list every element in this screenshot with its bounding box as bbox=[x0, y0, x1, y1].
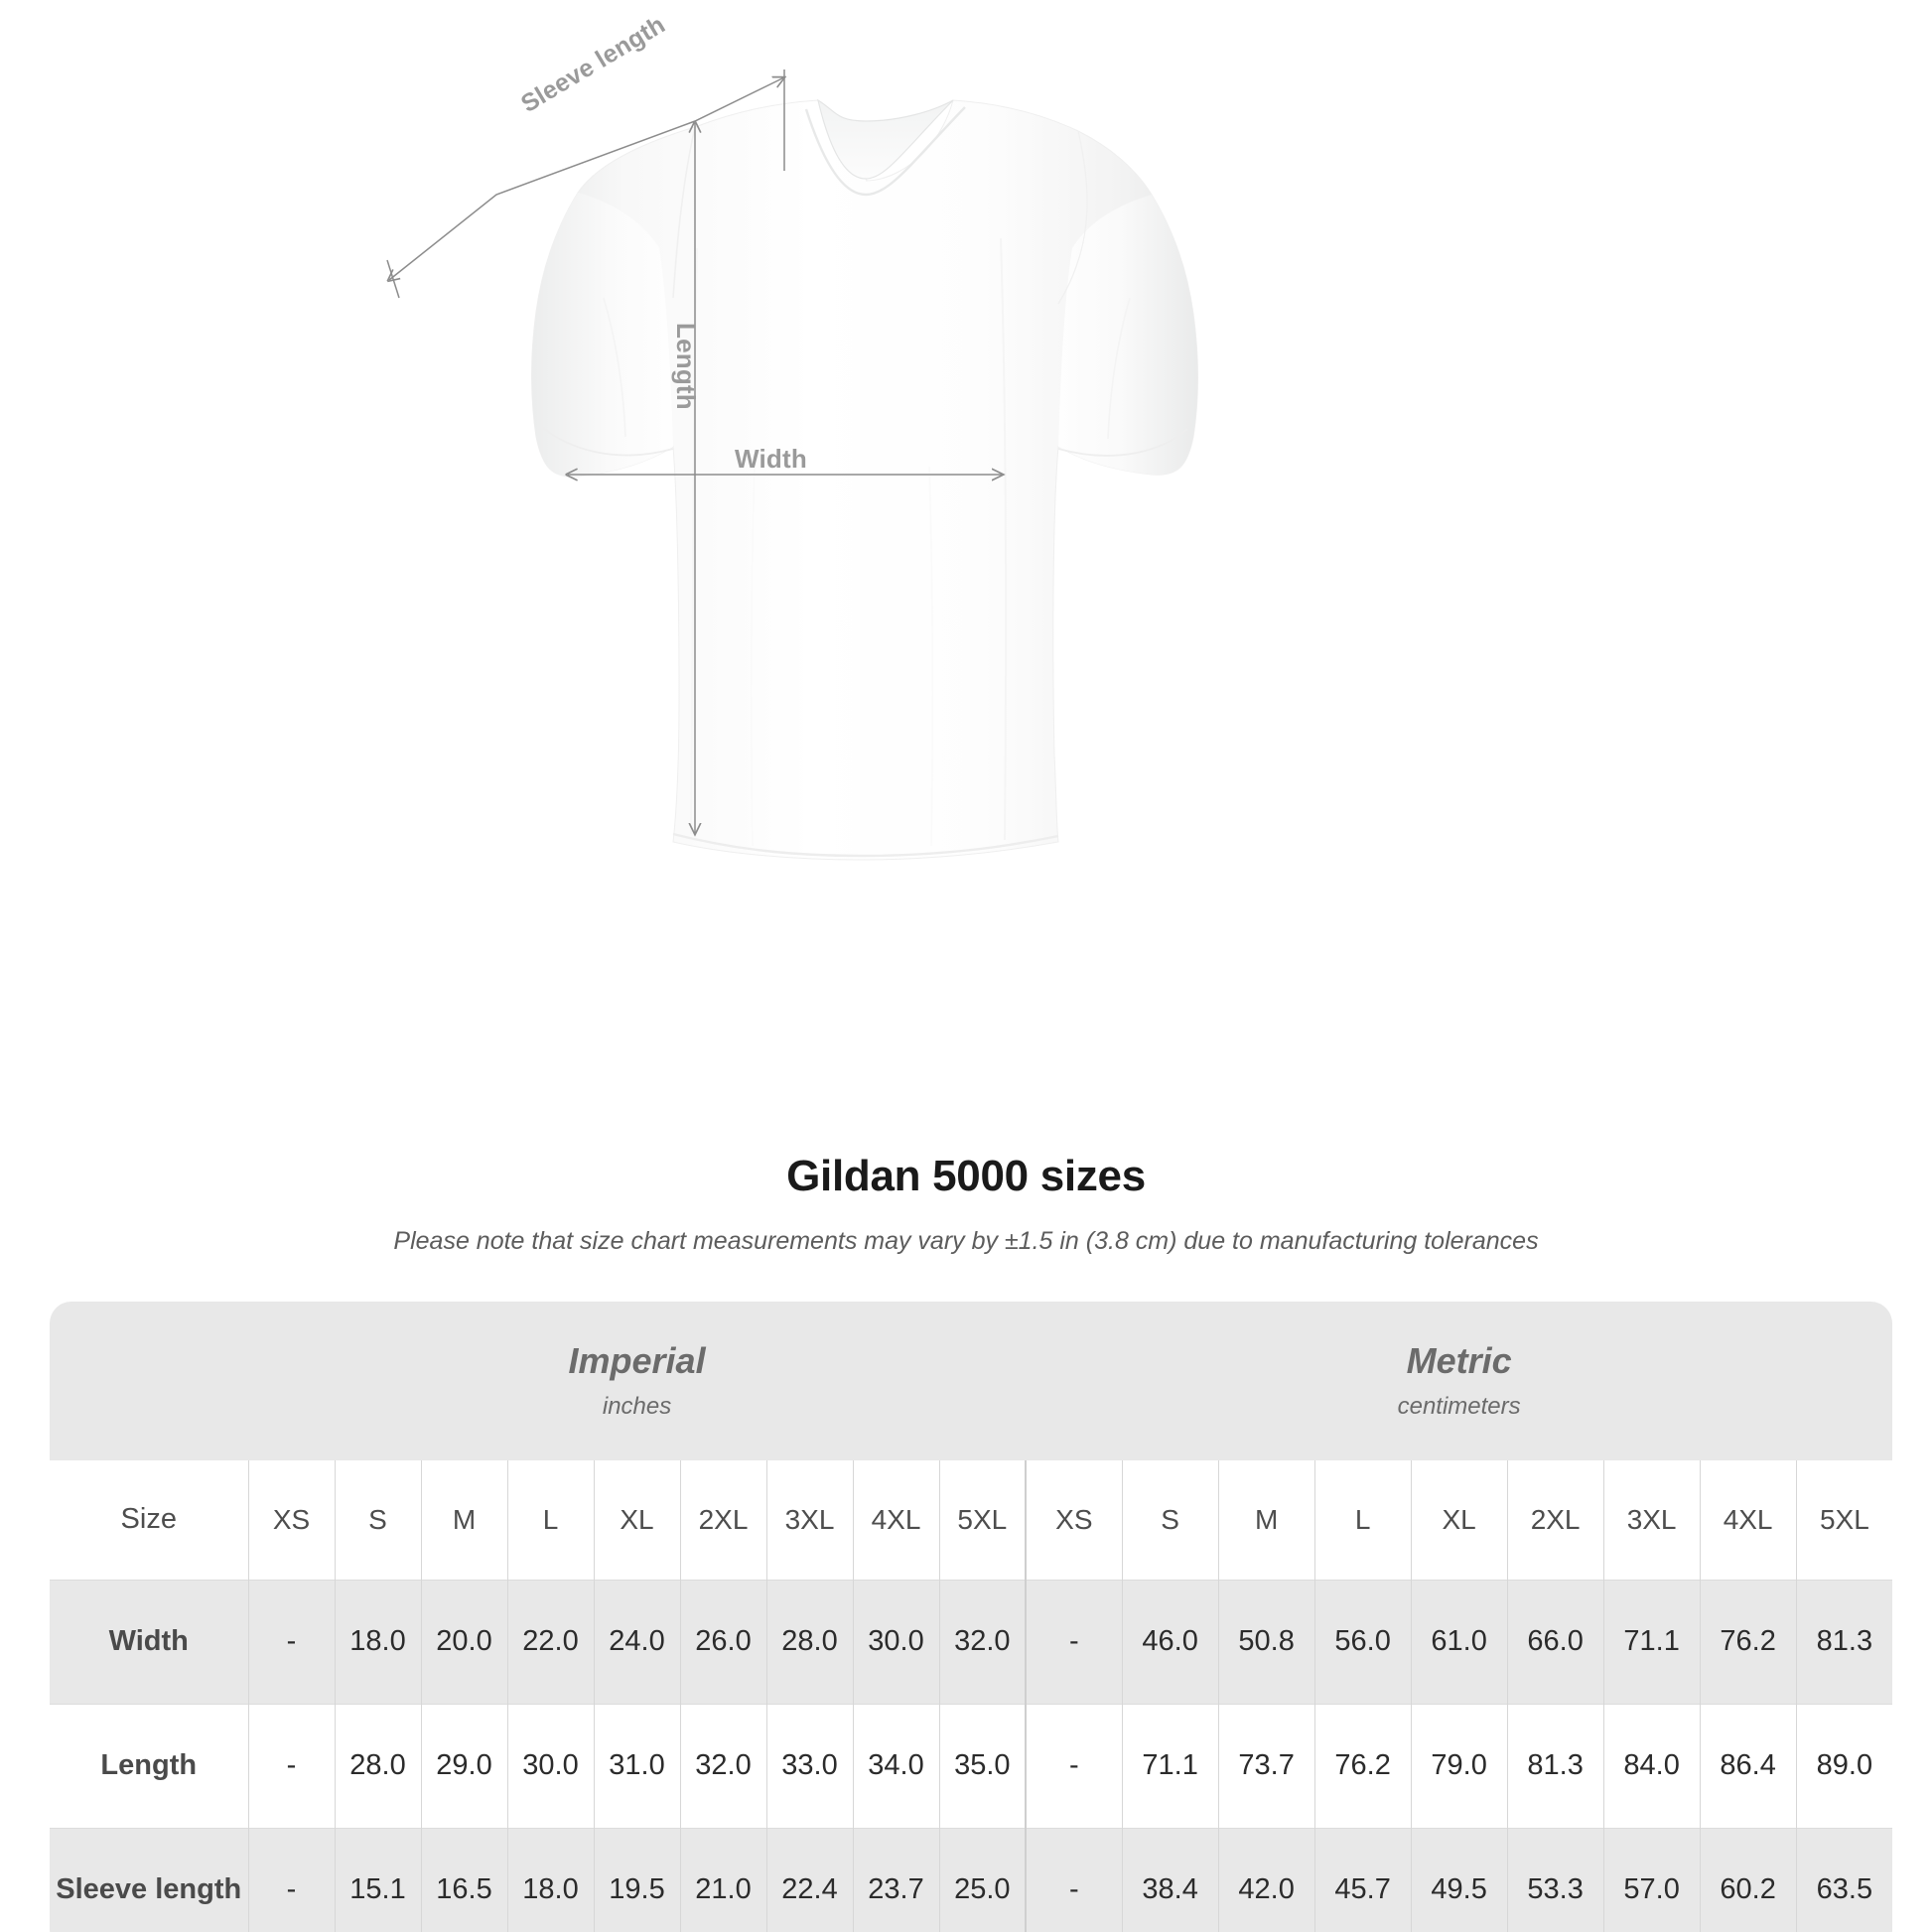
unit-sub-imperial: inches bbox=[602, 1392, 672, 1420]
header-cell-metric-xs: XS bbox=[1025, 1460, 1123, 1580]
cell-length-imperial-xl: 31.0 bbox=[593, 1703, 680, 1828]
header-cell-metric-2xl: 2XL bbox=[1506, 1460, 1604, 1580]
cell-sleeve-imperial-2xl: 21.0 bbox=[679, 1827, 766, 1932]
cell-width-imperial-5xl: 32.0 bbox=[938, 1579, 1027, 1704]
header-cell-size: Size bbox=[50, 1460, 248, 1580]
cell-sleeve-imperial-l: 18.0 bbox=[506, 1827, 594, 1932]
row-label-width: Width bbox=[50, 1579, 248, 1704]
unit-name-metric: Metric bbox=[1406, 1340, 1512, 1382]
cell-width-metric-4xl: 76.2 bbox=[1699, 1579, 1797, 1704]
tshirt-illustration bbox=[0, 69, 1198, 861]
header-cell-metric-4xl: 4XL bbox=[1699, 1460, 1797, 1580]
page-title: Gildan 5000 sizes bbox=[786, 1152, 1146, 1200]
header-cell-imperial-4xl: 4XL bbox=[852, 1460, 939, 1580]
unit-name-imperial: Imperial bbox=[568, 1340, 706, 1382]
unit-cell-imperial: Imperial inches bbox=[248, 1302, 1027, 1460]
header-cell-metric-3xl: 3XL bbox=[1602, 1460, 1701, 1580]
cell-sleeve-imperial-m: 16.5 bbox=[420, 1827, 507, 1932]
table-row-sleeve-length: Sleeve length - 15.1 16.5 18.0 19.5 21.0… bbox=[50, 1827, 1893, 1932]
tshirt-body bbox=[531, 98, 1198, 861]
cell-width-imperial-4xl: 30.0 bbox=[852, 1579, 939, 1704]
cell-sleeve-imperial-3xl: 22.4 bbox=[765, 1827, 853, 1932]
cell-width-imperial-xl: 24.0 bbox=[593, 1579, 680, 1704]
sleeve-length-measure bbox=[387, 69, 784, 299]
header-cell-imperial-5xl: 5XL bbox=[938, 1460, 1027, 1580]
cell-width-imperial-m: 20.0 bbox=[420, 1579, 507, 1704]
cell-sleeve-metric-3xl: 57.0 bbox=[1602, 1827, 1701, 1932]
cell-sleeve-metric-xl: 49.5 bbox=[1410, 1827, 1508, 1932]
cell-sleeve-metric-m: 42.0 bbox=[1217, 1827, 1315, 1932]
header-cell-imperial-3xl: 3XL bbox=[765, 1460, 853, 1580]
unit-sub-metric: centimeters bbox=[1397, 1392, 1521, 1420]
cell-sleeve-metric-l: 45.7 bbox=[1313, 1827, 1412, 1932]
header-cell-metric-s: S bbox=[1121, 1460, 1219, 1580]
size-table-container: Imperial inches Metric centimeters Size … bbox=[50, 1302, 1893, 1932]
cell-sleeve-imperial-xs: - bbox=[247, 1827, 335, 1932]
header-cell-metric-xl: XL bbox=[1410, 1460, 1508, 1580]
header-cell-metric-m: M bbox=[1217, 1460, 1315, 1580]
cell-length-imperial-m: 29.0 bbox=[420, 1703, 507, 1828]
cell-length-imperial-s: 28.0 bbox=[334, 1703, 421, 1828]
header-cell-imperial-m: M bbox=[420, 1460, 507, 1580]
length-label: Length bbox=[671, 323, 701, 410]
garment-diagram: Sleeve length Length Width bbox=[0, 11, 1198, 861]
cell-sleeve-metric-xs: - bbox=[1025, 1827, 1123, 1932]
cell-width-imperial-xs: - bbox=[247, 1579, 335, 1704]
cell-width-imperial-l: 22.0 bbox=[506, 1579, 594, 1704]
cell-sleeve-metric-4xl: 60.2 bbox=[1699, 1827, 1797, 1932]
size-table: Imperial inches Metric centimeters Size … bbox=[50, 1302, 1893, 1932]
table-row-width: Width - 18.0 20.0 22.0 24.0 26.0 28.0 30… bbox=[50, 1579, 1893, 1704]
width-label: Width bbox=[735, 444, 807, 474]
cell-length-imperial-2xl: 32.0 bbox=[679, 1703, 766, 1828]
cell-sleeve-imperial-s: 15.1 bbox=[334, 1827, 421, 1932]
cell-sleeve-imperial-5xl: 25.0 bbox=[938, 1827, 1027, 1932]
cell-length-metric-xl: 79.0 bbox=[1410, 1703, 1508, 1828]
table-row-length: Length - 28.0 29.0 30.0 31.0 32.0 33.0 3… bbox=[50, 1703, 1893, 1828]
cell-length-metric-l: 76.2 bbox=[1313, 1703, 1412, 1828]
cell-width-metric-3xl: 71.1 bbox=[1602, 1579, 1701, 1704]
cell-width-metric-2xl: 66.0 bbox=[1506, 1579, 1604, 1704]
cell-sleeve-metric-5xl: 63.5 bbox=[1795, 1827, 1893, 1932]
header-cell-metric-5xl: 5XL bbox=[1795, 1460, 1893, 1580]
cell-length-imperial-5xl: 35.0 bbox=[938, 1703, 1027, 1828]
cell-length-metric-5xl: 89.0 bbox=[1795, 1703, 1893, 1828]
cell-length-imperial-xs: - bbox=[247, 1703, 335, 1828]
row-label-sleeve-length: Sleeve length bbox=[50, 1827, 248, 1932]
unit-cell-metric: Metric centimeters bbox=[1026, 1302, 1893, 1460]
cell-width-imperial-2xl: 26.0 bbox=[679, 1579, 766, 1704]
header-cell-imperial-l: L bbox=[506, 1460, 594, 1580]
cell-length-metric-3xl: 84.0 bbox=[1602, 1703, 1701, 1828]
cell-width-metric-5xl: 81.3 bbox=[1795, 1579, 1893, 1704]
size-header-row: Size XS S M L XL 2XL 3XL 4XL 5XL XS S M … bbox=[50, 1460, 1893, 1580]
cell-width-metric-s: 46.0 bbox=[1121, 1579, 1219, 1704]
header-cell-imperial-xl: XL bbox=[593, 1460, 680, 1580]
cell-width-imperial-3xl: 28.0 bbox=[765, 1579, 853, 1704]
header-cell-metric-l: L bbox=[1313, 1460, 1412, 1580]
cell-width-metric-xs: - bbox=[1025, 1579, 1123, 1704]
cell-width-metric-l: 56.0 bbox=[1313, 1579, 1412, 1704]
row-label-length: Length bbox=[50, 1703, 248, 1828]
unit-header-row: Imperial inches Metric centimeters bbox=[50, 1302, 1893, 1460]
cell-width-metric-m: 50.8 bbox=[1217, 1579, 1315, 1704]
cell-length-imperial-l: 30.0 bbox=[506, 1703, 594, 1828]
cell-length-imperial-3xl: 33.0 bbox=[765, 1703, 853, 1828]
header-cell-imperial-xs: XS bbox=[247, 1460, 335, 1580]
cell-sleeve-imperial-xl: 19.5 bbox=[593, 1827, 680, 1932]
cell-sleeve-metric-2xl: 53.3 bbox=[1506, 1827, 1604, 1932]
cell-length-metric-2xl: 81.3 bbox=[1506, 1703, 1604, 1828]
header-cell-imperial-2xl: 2XL bbox=[679, 1460, 766, 1580]
cell-length-metric-m: 73.7 bbox=[1217, 1703, 1315, 1828]
cell-length-imperial-4xl: 34.0 bbox=[852, 1703, 939, 1828]
cell-sleeve-imperial-4xl: 23.7 bbox=[852, 1827, 939, 1932]
header-cell-imperial-s: S bbox=[334, 1460, 421, 1580]
cell-sleeve-metric-s: 38.4 bbox=[1121, 1827, 1219, 1932]
cell-width-imperial-s: 18.0 bbox=[334, 1579, 421, 1704]
cell-length-metric-xs: - bbox=[1025, 1703, 1123, 1828]
tolerance-note: Please note that size chart measurements… bbox=[393, 1227, 1539, 1255]
cell-length-metric-4xl: 86.4 bbox=[1699, 1703, 1797, 1828]
cell-length-metric-s: 71.1 bbox=[1121, 1703, 1219, 1828]
cell-width-metric-xl: 61.0 bbox=[1410, 1579, 1508, 1704]
unit-band-spacer bbox=[50, 1302, 248, 1460]
